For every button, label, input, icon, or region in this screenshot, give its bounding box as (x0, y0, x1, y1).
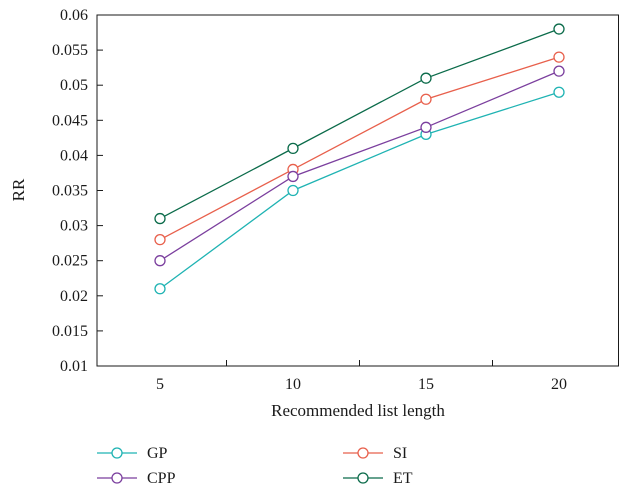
y-tick-label: 0.06 (60, 7, 88, 24)
legend-label-cpp: CPP (147, 470, 176, 487)
data-point-et (553, 23, 565, 35)
data-point-si (553, 51, 565, 63)
y-tick-label: 0.04 (60, 147, 88, 164)
legend-item-et: ET (343, 470, 413, 487)
y-axis-label: RR (9, 178, 28, 201)
y-tick-label: 0.055 (52, 42, 88, 59)
series-line-et (159, 28, 560, 220)
y-tick-label: 0.01 (60, 358, 88, 375)
legend-label-gp: GP (147, 445, 168, 462)
legend-marker-et (357, 472, 369, 484)
legend-marker-cpp (111, 472, 123, 484)
data-point-gp (154, 283, 166, 295)
x-tick-label: 15 (418, 376, 434, 393)
y-axis-ticks: 0.01 0.015 0.02 0.025 0.03 0.035 0.04 0.045 0.05… (52, 7, 103, 375)
plot-frame (96, 14, 619, 367)
y-tick-label: 0.015 (52, 323, 88, 340)
data-point-cpp (154, 255, 166, 267)
data-point-cpp (553, 65, 565, 77)
data-point-et (420, 72, 432, 84)
legend-label-et: ET (393, 470, 413, 487)
y-tick-label: 0.02 (60, 288, 88, 305)
data-point-gp (287, 184, 299, 197)
legend-marker-si (357, 447, 369, 459)
legend-item-gp: GP (97, 445, 168, 462)
data-point-si (154, 233, 166, 246)
data-point-et (154, 212, 166, 225)
legend-item-cpp: CPP (97, 470, 176, 487)
y-tick-label: 0.05 (60, 77, 88, 94)
y-tick-label: 0.035 (52, 183, 88, 200)
data-point-gp (553, 86, 565, 98)
y-tick-label: 0.03 (60, 218, 88, 235)
plot-area-border (96, 14, 619, 367)
series-line-gp (159, 91, 560, 290)
x-axis-label: Recommended list length (271, 401, 445, 420)
series-line-cpp (159, 70, 560, 262)
y-tick-label: 0.025 (52, 253, 88, 270)
data-point-si (420, 93, 432, 105)
x-tick-label: 5 (156, 376, 164, 393)
data-point-cpp (420, 121, 432, 133)
series-group (154, 23, 565, 295)
data-point-cpp (287, 170, 299, 183)
x-axis-ticks: 5 10 15 20 (156, 360, 567, 393)
x-tick-label: 10 (285, 376, 301, 393)
series-line-si (159, 56, 560, 241)
y-tick-label: 0.045 (52, 112, 88, 129)
legend-marker-gp (111, 447, 123, 459)
x-tick-label: 20 (551, 376, 567, 393)
legend-label-si: SI (393, 445, 407, 462)
legend-item-si: SI (343, 445, 407, 462)
legend: GP SI CPP ET (97, 445, 413, 487)
data-point-et (287, 142, 299, 155)
